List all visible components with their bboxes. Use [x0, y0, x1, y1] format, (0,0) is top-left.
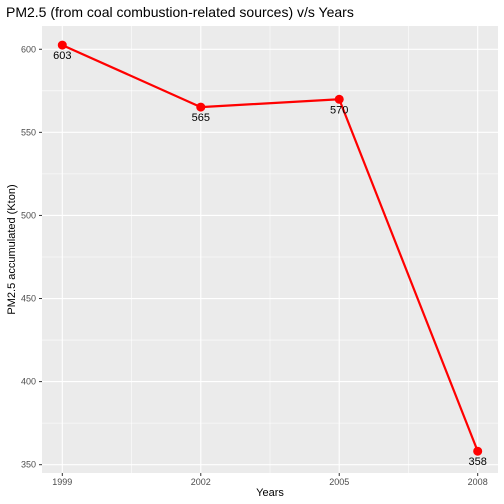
data-label: 603 [53, 50, 71, 62]
y-axis-title: PM2.5 accumulated (Kton) [6, 184, 18, 314]
x-tick-label: 2005 [329, 477, 349, 487]
data-label: 565 [192, 112, 210, 124]
data-label: 570 [330, 104, 348, 116]
x-tick-label: 1999 [52, 477, 72, 487]
chart-title: PM2.5 (from coal combustion-related sour… [6, 4, 354, 20]
data-point [57, 40, 67, 50]
x-tick-label: 2002 [191, 477, 211, 487]
data-point [196, 102, 206, 112]
series-line-path [61, 44, 479, 452]
x-axis-title: Years [256, 487, 284, 499]
y-tick-label: 500 [21, 210, 36, 220]
minor-gridlines [42, 26, 498, 473]
data-points [57, 40, 483, 456]
data-point [473, 446, 483, 456]
y-tick-label: 550 [21, 127, 36, 137]
y-axis-ticks: 350 400 450 500 550 600 [21, 44, 42, 470]
y-tick-label: 600 [21, 44, 36, 54]
major-gridlines [42, 26, 498, 473]
x-tick-label: 2008 [468, 477, 488, 487]
series-line [61, 44, 479, 452]
y-tick-label: 450 [21, 294, 36, 304]
data-label: 358 [469, 456, 487, 468]
data-labels: 603 565 570 358 [53, 50, 487, 468]
y-tick-label: 400 [21, 377, 36, 387]
data-point [334, 94, 344, 104]
y-tick-label: 350 [21, 460, 36, 470]
x-axis-ticks: 1999 2002 2005 2008 [52, 473, 488, 487]
